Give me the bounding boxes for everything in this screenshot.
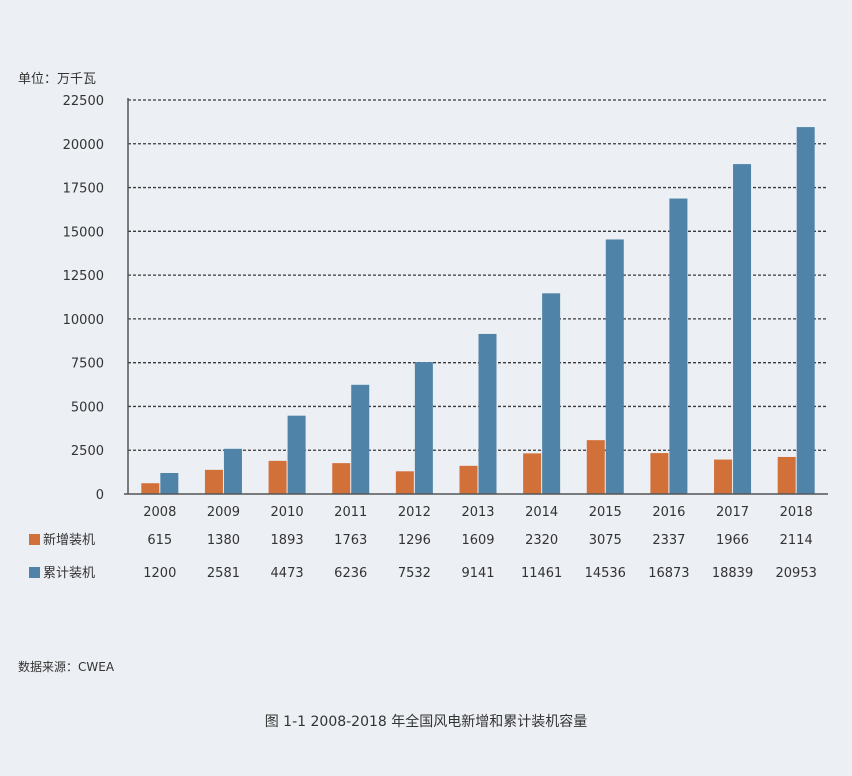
- bar-new-2010: [268, 460, 287, 494]
- bar-cumulative-2009: [223, 448, 242, 494]
- data-label-new: 1380: [207, 533, 240, 548]
- x-tick-label: 2014: [525, 505, 558, 520]
- y-tick-label: 22500: [63, 94, 104, 109]
- data-source: 数据来源：CWEA: [18, 660, 115, 674]
- chart: 单位：万千瓦 0 2500 5000 7500 10000 12500 15000 17500…: [18, 72, 828, 581]
- x-tick-label: 2008: [143, 505, 176, 520]
- legend-swatch-cumulative: [29, 567, 40, 578]
- bar-cumulative-2016: [669, 198, 688, 494]
- data-label-cumulative: 2581: [207, 566, 240, 581]
- bar-new-2015: [586, 440, 605, 494]
- bar-new-2012: [395, 471, 414, 494]
- data-label-cumulative: 1200: [143, 566, 176, 581]
- data-label-new: 2320: [525, 533, 558, 548]
- x-tick-label: 2012: [398, 505, 431, 520]
- bar-new-2016: [650, 453, 669, 494]
- legend-swatch-new: [29, 534, 40, 545]
- x-tick-label: 2010: [271, 505, 304, 520]
- data-label-cumulative: 11461: [521, 566, 562, 581]
- data-label-cumulative: 6236: [334, 566, 367, 581]
- bar-cumulative-2013: [478, 333, 497, 494]
- x-tick-label: 2018: [780, 505, 813, 520]
- figure-caption: 图 1-1 2008-2018 年全国风电新增和累计装机容量: [264, 714, 588, 730]
- y-tick-label: 0: [96, 488, 104, 503]
- data-label-cumulative: 4473: [271, 566, 304, 581]
- bar-cumulative-2011: [351, 384, 370, 494]
- bar-cumulative-2014: [542, 293, 561, 494]
- y-tick-label: 2500: [71, 444, 104, 459]
- x-tick-label: 2011: [334, 505, 367, 520]
- bar-new-2014: [523, 453, 542, 494]
- x-tick-label: 2009: [207, 505, 240, 520]
- bar-new-2009: [204, 469, 223, 494]
- data-label-new: 1966: [716, 533, 749, 548]
- y-tick-label: 10000: [63, 313, 104, 328]
- data-label-new: 2114: [780, 533, 813, 548]
- data-label-new: 3075: [589, 533, 622, 548]
- bar-new-2017: [714, 459, 733, 494]
- y-tick-label: 20000: [63, 138, 104, 153]
- bar-new-2011: [332, 463, 351, 494]
- bar-cumulative-2008: [160, 472, 179, 494]
- data-table: 新增装机 615 1380 1893 1763 1296 1609 2320 3075 2337 1…: [29, 532, 817, 581]
- data-label-new: 1893: [271, 533, 304, 548]
- unit-label: 单位：万千瓦: [18, 72, 96, 87]
- y-tick-label: 15000: [63, 225, 104, 240]
- y-tick-label: 7500: [71, 357, 104, 372]
- data-label-cumulative: 14536: [585, 566, 626, 581]
- y-tick-label: 12500: [63, 269, 104, 284]
- x-tick-labels: 2008 2009 2010 2011 2012 2013 2014 2015 2016 2017…: [143, 505, 812, 520]
- bar-cumulative-2018: [796, 127, 815, 494]
- bar-new-2018: [777, 456, 796, 494]
- data-label-new: 1609: [461, 533, 494, 548]
- y-tick-labels: 0 2500 5000 7500 10000 12500 15000 17500 20000 22…: [63, 94, 104, 503]
- data-label-cumulative: 7532: [398, 566, 431, 581]
- bar-new-2008: [141, 483, 160, 494]
- x-tick-label: 2017: [716, 505, 749, 520]
- gridlines: [128, 99, 828, 451]
- data-label-cumulative: 18839: [712, 566, 753, 581]
- bar-cumulative-2015: [605, 239, 624, 494]
- data-label-new: 1296: [398, 533, 431, 548]
- x-tick-label: 2016: [652, 505, 685, 520]
- legend-label-new: 新增装机: [43, 532, 95, 548]
- y-tick-label: 5000: [71, 400, 104, 415]
- x-tick-label: 2013: [461, 505, 494, 520]
- data-label-new: 1763: [334, 533, 367, 548]
- legend-label-cumulative: 累计装机: [43, 566, 95, 581]
- bar-new-2013: [459, 465, 478, 494]
- bar-cumulative-2010: [287, 415, 306, 494]
- data-label-cumulative: 20953: [776, 566, 817, 581]
- bars: [141, 127, 815, 494]
- data-label-new: 615: [147, 533, 172, 548]
- axes: [124, 98, 828, 495]
- y-tick-label: 17500: [63, 182, 104, 197]
- data-label-cumulative: 16873: [648, 566, 689, 581]
- bar-cumulative-2017: [733, 164, 752, 494]
- x-tick-label: 2015: [589, 505, 622, 520]
- data-label-new: 2337: [652, 533, 685, 548]
- bar-cumulative-2012: [414, 362, 433, 494]
- data-label-cumulative: 9141: [461, 566, 494, 581]
